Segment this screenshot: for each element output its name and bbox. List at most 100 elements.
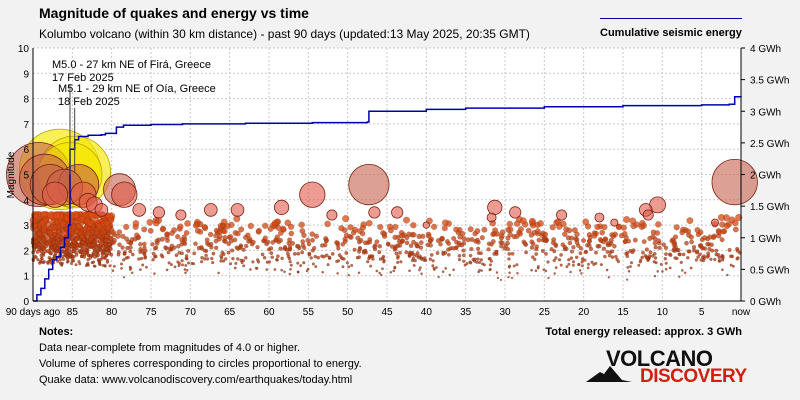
quake-dot [475, 246, 481, 251]
quake-dot [138, 241, 143, 247]
quake-dot [255, 245, 260, 250]
quake-bubble [41, 181, 69, 208]
quake-dot [494, 231, 501, 237]
legend-energy-line [600, 18, 742, 19]
quake-dot [231, 256, 235, 261]
quake-dot [580, 272, 583, 275]
quake-dot [512, 264, 516, 268]
quake-dot [705, 255, 710, 259]
quake-dot [345, 261, 350, 265]
quake-dot [197, 229, 204, 235]
quake-dot [701, 255, 705, 260]
quake-dot [36, 236, 42, 242]
quake-dot [103, 219, 111, 227]
quake-dot [525, 227, 532, 234]
quake-dot [399, 233, 405, 239]
quake-dot [396, 260, 400, 265]
quake-dot [565, 235, 571, 241]
quake-dot [221, 252, 226, 257]
quake-dot [399, 260, 403, 264]
quake-dot [477, 260, 482, 265]
quake-dot [629, 261, 634, 265]
quake-dot [238, 245, 243, 251]
quake-dot [153, 245, 159, 250]
quake-dot [185, 268, 189, 272]
quake-dot [184, 256, 189, 261]
quake-dot [661, 270, 664, 273]
quake-dot [477, 270, 480, 274]
quake-dot [219, 254, 223, 258]
quake-dot [204, 237, 210, 243]
quake-dot [633, 221, 640, 228]
quake-dot [296, 244, 301, 249]
quake-dot [566, 227, 573, 234]
quake-dot [300, 239, 306, 245]
quake-dot [680, 269, 684, 272]
quake-dot [441, 270, 445, 274]
quake-dot [731, 219, 739, 227]
quake-dot [290, 240, 296, 246]
quake-dot [653, 274, 657, 278]
quake-dot [463, 263, 467, 267]
quake-dot [488, 263, 492, 267]
quake-dot [630, 250, 635, 255]
quake-bubble [610, 218, 619, 227]
quake-dot [169, 243, 175, 249]
quake-dot [519, 217, 527, 225]
quake-dot [640, 255, 644, 260]
quake-dot [446, 247, 451, 252]
quake-dot [91, 250, 96, 255]
quake-dot [247, 222, 254, 230]
y-tick-label-right: 3 GWh [750, 107, 781, 118]
quake-dot [347, 273, 350, 277]
quake-dot [444, 266, 448, 270]
quake-dot [437, 275, 440, 279]
quake-dot [434, 266, 438, 269]
quake-dot [80, 240, 86, 245]
quake-dot [221, 259, 226, 263]
total-energy-text: Total energy released: approx. 3 GWh [545, 326, 742, 338]
quake-dot [536, 266, 540, 270]
quake-dot [432, 266, 436, 270]
quake-dot [324, 237, 329, 243]
quake-dot [88, 256, 93, 260]
quake-dot [177, 223, 184, 230]
quake-dot [60, 262, 64, 266]
quake-dot [462, 259, 466, 263]
quake-dot [684, 240, 689, 246]
quake-dot [210, 256, 214, 261]
quake-bubble [273, 199, 290, 215]
quake-dot [580, 257, 585, 261]
quake-bubble [152, 206, 165, 219]
quake-dot [557, 258, 562, 262]
quake-dot [508, 264, 512, 268]
quake-dot [720, 228, 726, 235]
quake-dot [347, 265, 351, 269]
quake-dot [365, 219, 373, 227]
quake-dot [176, 244, 181, 249]
quake-dot [273, 268, 277, 271]
quake-dot [372, 244, 377, 250]
quake-dot [312, 245, 317, 251]
quake-dot [647, 235, 653, 241]
quake-dot [587, 243, 592, 248]
quake-dot [549, 247, 554, 252]
quake-dot [142, 252, 147, 257]
x-tick-label: 5 [699, 307, 705, 318]
quake-dot [594, 223, 601, 231]
y-tick-label-left: 3 [23, 221, 29, 232]
quake-dot [192, 222, 200, 229]
quake-dot [269, 251, 274, 256]
quake-dot [659, 262, 663, 266]
quake-dot [612, 244, 617, 249]
quake-dot [223, 257, 228, 261]
quake-dot [270, 255, 275, 260]
quake-dot [120, 233, 126, 240]
quake-dot [319, 243, 325, 248]
quake-dot [84, 264, 88, 268]
volcano-icon [586, 366, 632, 382]
quake-dot [337, 253, 342, 257]
quake-dot [75, 223, 83, 230]
quake-dot [233, 266, 237, 270]
quake-dot [502, 246, 507, 251]
